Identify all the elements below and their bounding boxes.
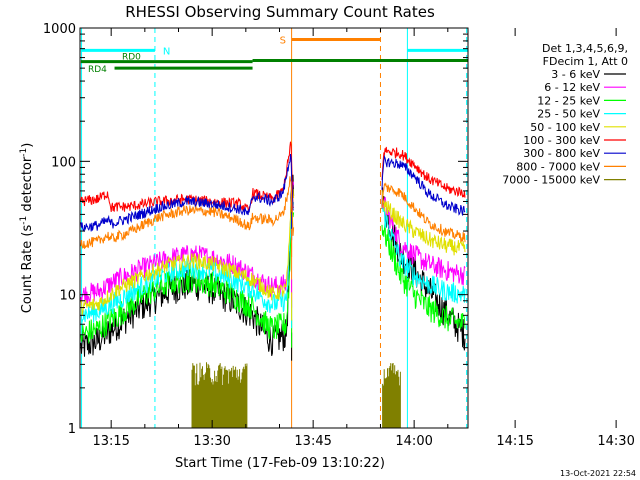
legend-entry-8: 7000 - 15000 keV — [502, 174, 600, 187]
y-tick-label-3: 1000 — [43, 22, 76, 37]
x-tick-label-2: 13:45 — [294, 434, 331, 449]
legend-entry-4: 50 - 100 keV — [530, 121, 600, 134]
legend-entry-0: 3 - 6 keV — [551, 68, 600, 81]
plot-area: N S RD0 RD4 — [80, 28, 468, 428]
legend: Det 1,3,4,5,6,9, FDecim 1, Att 0 3 - 6 k… — [502, 42, 628, 187]
decimation-label-1: RD4 — [88, 65, 107, 75]
series-line-4 — [80, 189, 466, 316]
y-tick-label-2: 100 — [51, 155, 76, 170]
series-line-1 — [80, 181, 466, 305]
x-tick-label-0: 13:15 — [92, 434, 129, 449]
legend-entry-6: 300 - 800 keV — [523, 147, 600, 160]
legend-entry-1: 6 - 12 keV — [544, 81, 600, 94]
timestamp: 13-Oct-2021 22:54 — [560, 469, 636, 478]
y-axis: 1 10 100 1000 — [43, 22, 468, 437]
x-tick-label-5: 14:30 — [597, 434, 634, 449]
series-line-8 — [191, 362, 401, 428]
chart-title: RHESSI Observing Summary Count Rates — [125, 3, 435, 21]
x-tick-label-1: 13:30 — [193, 434, 230, 449]
y-tick-label-1: 10 — [59, 289, 76, 304]
legend-entry-7: 800 - 7000 keV — [516, 160, 600, 173]
legend-entry-5: 100 - 300 keV — [523, 134, 600, 147]
legend-header-line-1: Det 1,3,4,5,6,9, — [542, 42, 628, 55]
x-tick-label-4: 14:15 — [496, 434, 533, 449]
legend-header-line-2: FDecim 1, Att 0 — [543, 55, 628, 68]
series-line-6 — [80, 154, 466, 232]
legend-entry-2: 12 - 25 keV — [537, 94, 600, 107]
series-line-7 — [80, 176, 466, 249]
plot-frame — [79, 27, 469, 429]
attenuator-label-0: N — [163, 46, 170, 57]
series-line-2 — [80, 210, 466, 344]
y-tick-label-0: 1 — [68, 422, 76, 437]
decimation-label-0: RD0 — [122, 53, 141, 63]
legend-entry-3: 25 - 50 keV — [537, 108, 600, 121]
attenuator-label-1: S — [280, 35, 286, 46]
x-tick-label-3: 14:00 — [395, 434, 432, 449]
y-axis-label: Count Rate (s-1 detector-1) — [19, 143, 35, 314]
x-axis-label: Start Time (17-Feb-09 13:10:22) — [175, 456, 385, 471]
